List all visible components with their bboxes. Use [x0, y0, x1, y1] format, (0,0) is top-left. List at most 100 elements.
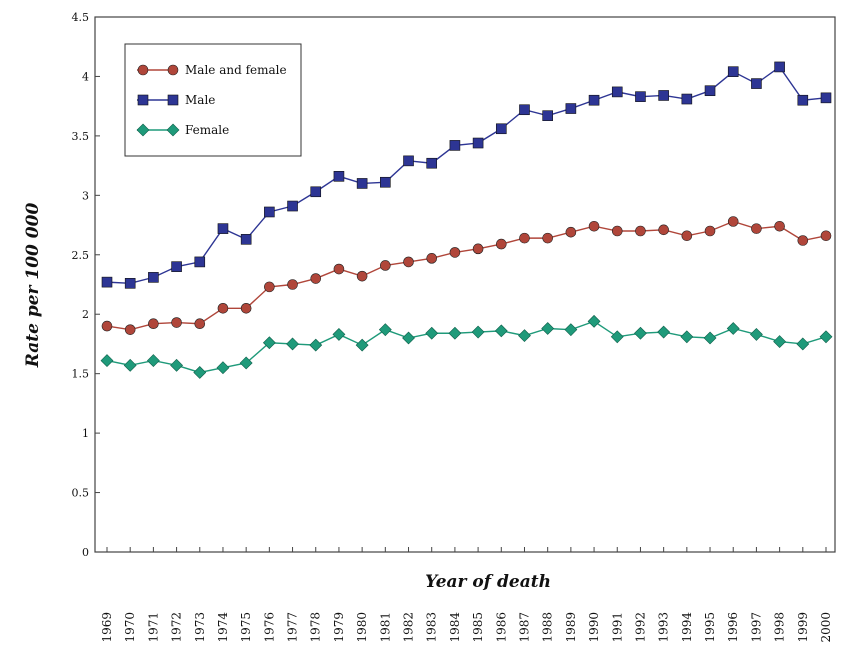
data-point	[264, 206, 275, 218]
x-tick-label: 1984	[448, 612, 462, 643]
series-2	[100, 314, 833, 379]
data-point	[449, 247, 461, 258]
y-tick-label: 3.5	[72, 130, 90, 143]
legend-entry: Male and female	[137, 63, 287, 77]
data-point	[101, 276, 113, 288]
data-point	[309, 338, 323, 352]
x-tick-label: 1993	[657, 612, 671, 643]
data-point	[217, 302, 229, 314]
data-point	[704, 85, 716, 97]
data-point	[426, 157, 438, 169]
legend-entry: Male	[137, 93, 215, 107]
data-point	[380, 260, 391, 271]
data-point	[703, 331, 717, 345]
legend-marker-end	[167, 94, 179, 106]
data-point	[611, 86, 623, 98]
data-point	[587, 314, 601, 328]
legend-marker-start	[137, 94, 149, 106]
data-point	[403, 155, 414, 167]
data-point	[310, 186, 322, 198]
data-point	[519, 232, 530, 244]
x-tick-label: 1976	[262, 612, 276, 643]
data-point	[124, 324, 136, 335]
data-point	[565, 103, 577, 114]
data-point	[403, 256, 414, 268]
data-point	[704, 225, 716, 237]
data-point	[193, 366, 207, 379]
data-point	[681, 230, 693, 242]
x-tick-label: 1977	[286, 612, 300, 643]
data-point	[681, 93, 693, 105]
data-point	[541, 322, 555, 335]
data-point	[310, 273, 322, 284]
x-tick-label: 1999	[796, 612, 810, 643]
y-tick-label: 1.5	[72, 368, 90, 381]
data-point	[217, 223, 229, 234]
legend-marker-end	[167, 64, 179, 76]
legend-items: Male and female Male Female	[136, 63, 287, 137]
data-point	[287, 200, 298, 212]
series-1	[101, 61, 832, 289]
x-tick-label: 1978	[309, 612, 323, 643]
data-point	[820, 230, 832, 242]
data-point	[774, 61, 785, 73]
data-point	[471, 325, 485, 339]
data-point	[658, 90, 669, 101]
x-tick-label: 1989	[564, 612, 578, 643]
data-point	[355, 338, 369, 352]
data-point	[264, 281, 275, 293]
data-point	[426, 253, 438, 264]
data-point	[797, 235, 809, 246]
data-point	[680, 330, 694, 344]
x-tick-label: 1970	[123, 612, 137, 643]
data-point	[519, 104, 530, 116]
data-point	[378, 323, 392, 337]
x-tick-label: 1987	[517, 612, 531, 643]
y-tick-label: 0.5	[72, 487, 90, 500]
x-tick-label: 1973	[193, 612, 207, 643]
legend-marker-start	[136, 123, 150, 137]
x-tick-label: 1972	[170, 612, 184, 643]
data-point	[171, 317, 182, 328]
data-point	[820, 92, 832, 104]
data-point	[332, 328, 346, 341]
x-tick-label: 1996	[726, 612, 740, 643]
data-point	[751, 223, 762, 234]
data-point	[101, 320, 113, 332]
x-tick-label: 1980	[355, 612, 369, 643]
data-point	[797, 94, 809, 106]
data-point	[448, 326, 462, 340]
y-tick-label: 4	[82, 70, 89, 83]
data-point	[773, 335, 787, 348]
y-axis-title: Rate per 100 000	[23, 203, 43, 369]
data-point	[819, 330, 833, 344]
data-point	[171, 261, 182, 272]
data-point	[542, 232, 553, 244]
data-point	[286, 337, 299, 351]
data-point	[262, 336, 276, 350]
x-tick-label: 1997	[749, 612, 763, 643]
y-tick-label: 3	[82, 189, 89, 202]
x-tick-label: 1992	[633, 612, 647, 643]
data-point	[425, 326, 439, 340]
data-point	[380, 176, 391, 188]
x-tick-label: 1979	[332, 612, 346, 643]
x-tick-label: 1990	[587, 612, 601, 643]
data-point	[402, 331, 415, 345]
data-point	[635, 91, 646, 102]
y-tick-label: 4.5	[72, 11, 90, 24]
data-point	[495, 238, 507, 250]
x-tick-label: 1983	[425, 612, 439, 643]
data-point	[564, 323, 578, 337]
x-tick-label: 1994	[680, 612, 694, 643]
data-point	[240, 234, 252, 245]
data-point	[124, 278, 136, 289]
data-point	[100, 354, 114, 368]
data-point	[588, 220, 600, 232]
x-axis-ticks: 1969 1970 1971 1972 1973 1974 1975 1976 1977 1978…	[100, 547, 833, 643]
data-point	[494, 324, 508, 338]
data-point	[287, 279, 298, 290]
legend-label: Male and female	[185, 63, 287, 77]
data-point	[356, 270, 368, 282]
